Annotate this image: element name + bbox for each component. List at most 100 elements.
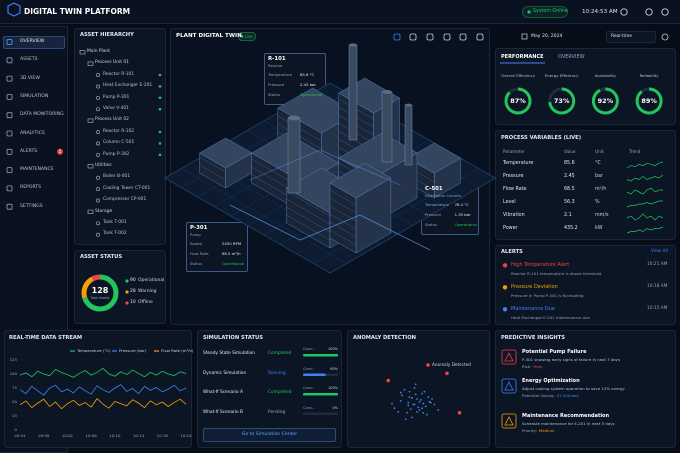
scatter-point [408,396,411,399]
bell-icon[interactable] [620,8,628,16]
alert-time: 10:15 AM [647,306,668,311]
series-line [19,398,187,410]
tree-group[interactable]: Main Plant [87,49,110,54]
tree-group[interactable]: Process Unit 02 [95,117,129,123]
card-value: 85.6 °C [299,72,315,77]
nav-item[interactable]: OVERVIEW [20,39,45,44]
building-floor [329,221,357,238]
view-tool[interactable] [459,33,467,41]
view-all-link[interactable]: View All [651,249,668,254]
view-tool[interactable] [393,33,401,41]
scatter-point [406,411,408,414]
card-type: Pump [190,232,201,237]
tree-group[interactable]: Storage [95,208,113,214]
view-tool[interactable] [476,33,484,41]
view-tool[interactable] [426,33,434,41]
folder-icon [87,164,94,169]
tree-item[interactable]: Boiler B-001 [103,174,131,180]
asset-icon [96,130,100,135]
floor-grid [181,168,347,264]
insight-title: Energy Optimization [522,378,580,384]
view-tool[interactable] [409,33,417,41]
view-tool[interactable] [443,33,451,41]
tree-item[interactable]: Compressor CP-001 [103,197,147,203]
insight-text: Adjust cooling system operation to save … [522,386,625,391]
status-pill [522,6,568,18]
tree-item[interactable]: Cooling Tower CT-001 [103,185,151,191]
card-label: Temperature [268,72,293,77]
parameter-value: 2.1 [564,213,572,218]
simulation-status: Running [268,370,286,376]
building-roof [329,162,392,199]
building-floor [286,190,331,217]
user-icon[interactable] [661,8,669,16]
card-label: Status [268,92,281,97]
tree-item[interactable]: Tank T-001 [103,220,127,225]
x-tick-label: 10:02 [61,433,74,438]
tree-item[interactable]: Pump P-302 [103,151,130,157]
panel-title: ANOMALY DETECTION [353,335,416,341]
tree-item[interactable]: Reactor R-102 [103,128,135,134]
simulation-button[interactable] [203,428,336,442]
sparkline [626,161,664,169]
card-id: C-501 [425,186,443,192]
date-picker[interactable]: May 20, 2024 [531,33,563,39]
panel-title: SIMULATION STATUS [203,335,263,341]
nav-item[interactable]: ALERTS [20,148,38,154]
progress-fill [303,354,338,357]
tree-item[interactable]: Heat Exchanger E-201 [103,83,153,89]
app-title: DIGITAL TWIN PLATFORM [24,7,131,16]
panel-title: REAL-TIME DATA STREAM [9,335,83,341]
insight-key: Priority: [522,428,537,433]
x-tick-label: 10:18 [156,433,168,438]
tree-item[interactable]: Valve V-401 [103,106,129,111]
mode-dropdown[interactable] [606,31,656,43]
nav-item[interactable]: ASSETS [20,57,38,63]
card-label: Status [190,261,203,266]
parameter: Temperature [503,161,534,166]
building-floor [286,198,331,225]
tree-group[interactable]: Utilities [95,163,112,168]
refresh-button[interactable] [661,33,669,41]
panel-title: PLANT DIGITAL TWIN [176,33,242,39]
y-tick-label: 75 [12,385,17,390]
folder-icon [87,118,94,123]
scatter-point [419,399,422,401]
anomaly-point [445,371,449,376]
insight-glyph [504,381,514,391]
scatter-point [393,407,396,410]
tree-item[interactable]: Pump P-301 [103,94,130,100]
scatter-point [426,413,428,416]
scatter-point [401,394,403,397]
tree-item[interactable]: Tank T-002 [103,231,127,237]
nav-item[interactable]: REPORTS [20,185,42,191]
tab-active[interactable]: PERFORMANCE [501,54,544,60]
nav-item[interactable]: MAINTENANCE [20,167,54,173]
panel-title: ASSET HIERARCHY [80,32,134,38]
simulation-name: Dynamic Simulation [203,370,247,376]
scatter-point [391,402,393,405]
nav-item[interactable]: SETTINGS [20,203,43,209]
nav-item[interactable]: ANALYTICS [20,130,45,136]
tab[interactable]: OVERVIEW [558,54,585,60]
info-card[interactable] [186,222,248,272]
card-value: 2450 RPM [221,241,242,246]
parameter-unit: bar [595,174,603,179]
nav-item[interactable]: 3D VIEW [20,75,40,81]
pipe [229,204,431,251]
tree-item[interactable]: Reactor R-101 [103,71,135,77]
pipe [249,149,401,186]
nav-item[interactable]: SIMULATION [20,93,49,99]
alert-title[interactable]: Pressure Deviation [511,284,558,290]
tree-item[interactable]: Column C-501 [103,140,135,146]
alert-title[interactable]: Maintenance Due [511,306,555,312]
gauge-value: 89% [641,97,657,105]
total-assets: 128 [91,286,109,295]
nav-item[interactable]: DATA MONITORING [20,112,64,118]
alert-title[interactable]: High Temperature Alert [511,262,570,268]
asset-status-panel [74,250,166,324]
settings-icon[interactable] [645,8,653,16]
simulation-status: Completed [268,390,292,395]
tree-group[interactable]: Process Unit 01 [95,60,129,66]
